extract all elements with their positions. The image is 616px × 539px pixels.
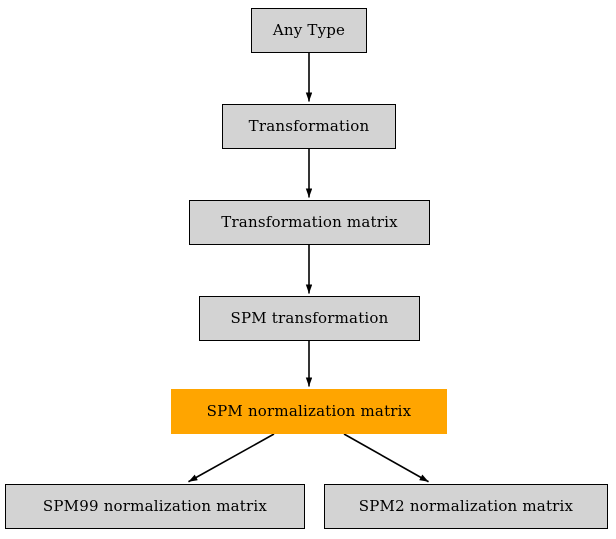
node-spm-normalization-matrix[interactable]: SPM normalization matrix bbox=[171, 389, 447, 434]
diagram-edge bbox=[343, 433, 429, 483]
node-label-spm-normalization-matrix: SPM normalization matrix bbox=[206, 402, 412, 420]
node-any-type[interactable]: Any Type bbox=[251, 8, 367, 53]
node-spm2-normalization-matrix[interactable]: SPM2 normalization matrix bbox=[324, 484, 608, 529]
node-label-transformation-matrix: Transformation matrix bbox=[221, 213, 398, 231]
node-label-transformation: Transformation bbox=[248, 117, 370, 135]
node-spm99-normalization-matrix[interactable]: SPM99 normalization matrix bbox=[5, 484, 305, 529]
node-label-spm-transformation: SPM transformation bbox=[230, 309, 389, 327]
node-transformation-matrix[interactable]: Transformation matrix bbox=[189, 200, 430, 245]
node-label-spm99-normalization-matrix: SPM99 normalization matrix bbox=[42, 497, 268, 515]
diagram-edge bbox=[188, 433, 275, 483]
node-spm-transformation[interactable]: SPM transformation bbox=[199, 296, 420, 341]
node-label-any-type: Any Type bbox=[272, 21, 346, 39]
node-label-spm2-normalization-matrix: SPM2 normalization matrix bbox=[358, 497, 574, 515]
node-transformation[interactable]: Transformation bbox=[222, 104, 396, 149]
